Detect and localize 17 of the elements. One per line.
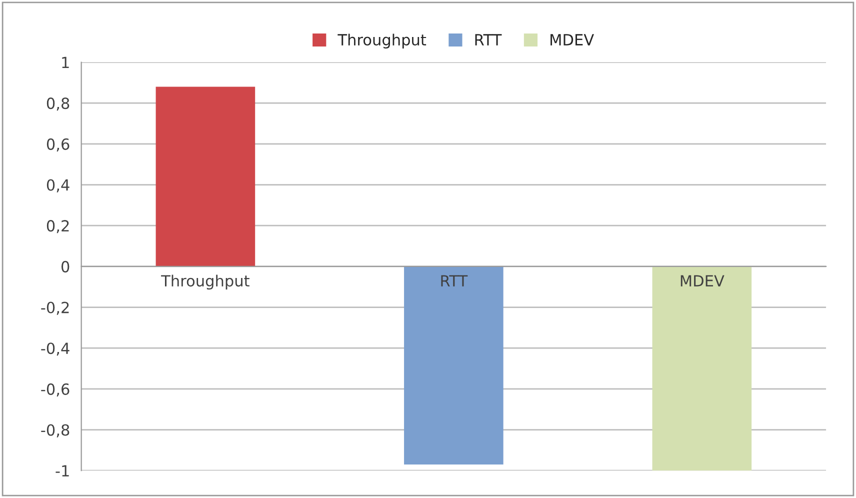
x-tick-label: Throughput (161, 274, 250, 290)
y-tick-label: 0,8 (46, 98, 70, 111)
y-tick-label: -1 (56, 465, 69, 476)
y-tick-label: 0,6 (46, 138, 70, 152)
y-tick-label: -0,8 (41, 424, 70, 438)
y-tick-label: 0,4 (46, 179, 70, 192)
x-tick-label: RTT (441, 275, 468, 286)
legend-label: Throughput (338, 34, 426, 48)
y-tick-label: -0,2 (41, 302, 69, 315)
legend-label: RTT (475, 34, 502, 46)
y-tick-label: -0,6 (41, 383, 70, 397)
y-tick-label: 0,2 (46, 220, 69, 234)
y-tick-label: 1 (62, 56, 69, 68)
y-tick-label: 0 (61, 260, 70, 272)
legend-label: MDEV (550, 34, 594, 46)
x-tick-label: MDEV (680, 275, 724, 286)
y-tick-label: -0,4 (41, 342, 70, 356)
